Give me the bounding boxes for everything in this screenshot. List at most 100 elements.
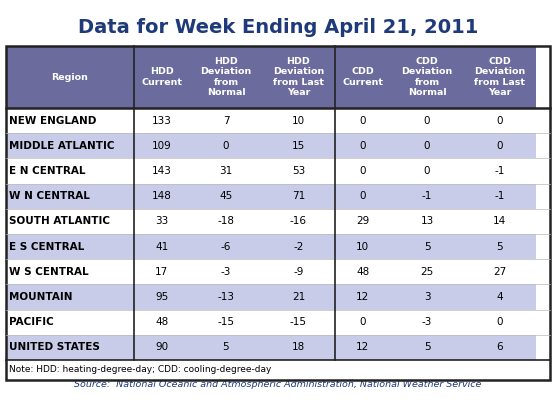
Bar (391, 108, 463, 133)
Bar (391, 184, 463, 209)
Bar (391, 259, 463, 284)
Bar (6, 209, 133, 234)
Bar (335, 234, 391, 259)
Text: -3: -3 (422, 317, 432, 327)
Bar (262, 46, 335, 108)
Bar (335, 310, 391, 335)
Bar (190, 310, 262, 335)
Text: SOUTH ATLANTIC: SOUTH ATLANTIC (9, 216, 111, 226)
Text: 10: 10 (292, 116, 305, 126)
Bar (335, 184, 391, 209)
Text: PACIFIC: PACIFIC (9, 317, 54, 327)
Text: 14: 14 (493, 216, 506, 226)
Bar (190, 259, 262, 284)
Text: 0: 0 (424, 116, 430, 126)
Text: W N CENTRAL: W N CENTRAL (9, 191, 90, 201)
Text: MOUNTAIN: MOUNTAIN (9, 292, 73, 302)
Bar (6, 46, 133, 108)
Text: 48: 48 (155, 317, 168, 327)
Text: UNITED STATES: UNITED STATES (9, 342, 100, 352)
Text: Data for Week Ending April 21, 2011: Data for Week Ending April 21, 2011 (78, 18, 478, 37)
Text: -16: -16 (290, 216, 307, 226)
Bar (463, 335, 536, 360)
Bar (391, 335, 463, 360)
Bar (6, 310, 133, 335)
Text: CDD
Deviation
from Last
Year: CDD Deviation from Last Year (474, 58, 525, 96)
Bar (6, 360, 550, 380)
Bar (262, 284, 335, 310)
Bar (6, 335, 133, 360)
Bar (463, 158, 536, 184)
Text: CDD
Deviation
from
Normal: CDD Deviation from Normal (401, 58, 453, 96)
Text: 0: 0 (497, 317, 503, 327)
Text: 17: 17 (155, 267, 168, 277)
Bar (391, 234, 463, 259)
Bar (335, 209, 391, 234)
Bar (6, 284, 133, 310)
Bar (133, 234, 190, 259)
Bar (133, 310, 190, 335)
Bar (6, 133, 133, 158)
Text: 0: 0 (223, 141, 229, 151)
Bar (335, 108, 391, 133)
Text: 33: 33 (155, 216, 168, 226)
Text: 29: 29 (356, 216, 369, 226)
Text: -9: -9 (293, 267, 304, 277)
Bar (262, 108, 335, 133)
Bar (190, 335, 262, 360)
Text: -15: -15 (290, 317, 307, 327)
Text: 45: 45 (219, 191, 232, 201)
Text: 18: 18 (292, 342, 305, 352)
Bar (335, 46, 391, 108)
Bar (463, 284, 536, 310)
Text: MIDDLE ATLANTIC: MIDDLE ATLANTIC (9, 141, 115, 151)
Bar (262, 209, 335, 234)
Bar (6, 108, 133, 133)
Text: 5: 5 (424, 242, 430, 252)
Text: 7: 7 (222, 116, 229, 126)
Text: 5: 5 (424, 342, 430, 352)
Bar (335, 158, 391, 184)
Bar (463, 259, 536, 284)
Text: -3: -3 (221, 267, 231, 277)
Text: 0: 0 (360, 317, 366, 327)
Text: 0: 0 (497, 116, 503, 126)
Bar (262, 158, 335, 184)
Bar (190, 184, 262, 209)
Bar (190, 284, 262, 310)
Text: 15: 15 (292, 141, 305, 151)
Bar (6, 46, 550, 380)
Bar (463, 184, 536, 209)
Bar (335, 133, 391, 158)
Bar (133, 209, 190, 234)
Bar (6, 259, 133, 284)
Text: -18: -18 (217, 216, 235, 226)
Text: 0: 0 (360, 191, 366, 201)
Bar (463, 310, 536, 335)
Text: 4: 4 (496, 292, 503, 302)
Bar (335, 335, 391, 360)
Bar (391, 310, 463, 335)
Bar (335, 284, 391, 310)
Text: 0: 0 (424, 141, 430, 151)
Bar (463, 46, 536, 108)
Text: Note: HDD: heating-degree-day; CDD: cooling-degree-day: Note: HDD: heating-degree-day; CDD: cool… (9, 366, 272, 374)
Text: E S CENTRAL: E S CENTRAL (9, 242, 85, 252)
Bar (133, 259, 190, 284)
Text: HDD
Deviation
from Last
Year: HDD Deviation from Last Year (273, 58, 324, 96)
Bar (391, 46, 463, 108)
Text: 0: 0 (360, 166, 366, 176)
Text: 31: 31 (219, 166, 232, 176)
Text: HDD
Deviation
from
Normal: HDD Deviation from Normal (200, 58, 251, 96)
Text: 71: 71 (292, 191, 305, 201)
Text: 133: 133 (152, 116, 172, 126)
Text: 5: 5 (496, 242, 503, 252)
Text: W S CENTRAL: W S CENTRAL (9, 267, 89, 277)
Text: 21: 21 (292, 292, 305, 302)
Text: 25: 25 (420, 267, 434, 277)
Text: E N CENTRAL: E N CENTRAL (9, 166, 86, 176)
Text: -15: -15 (217, 317, 235, 327)
Text: 5: 5 (222, 342, 229, 352)
Text: 10: 10 (356, 242, 369, 252)
Bar (391, 158, 463, 184)
